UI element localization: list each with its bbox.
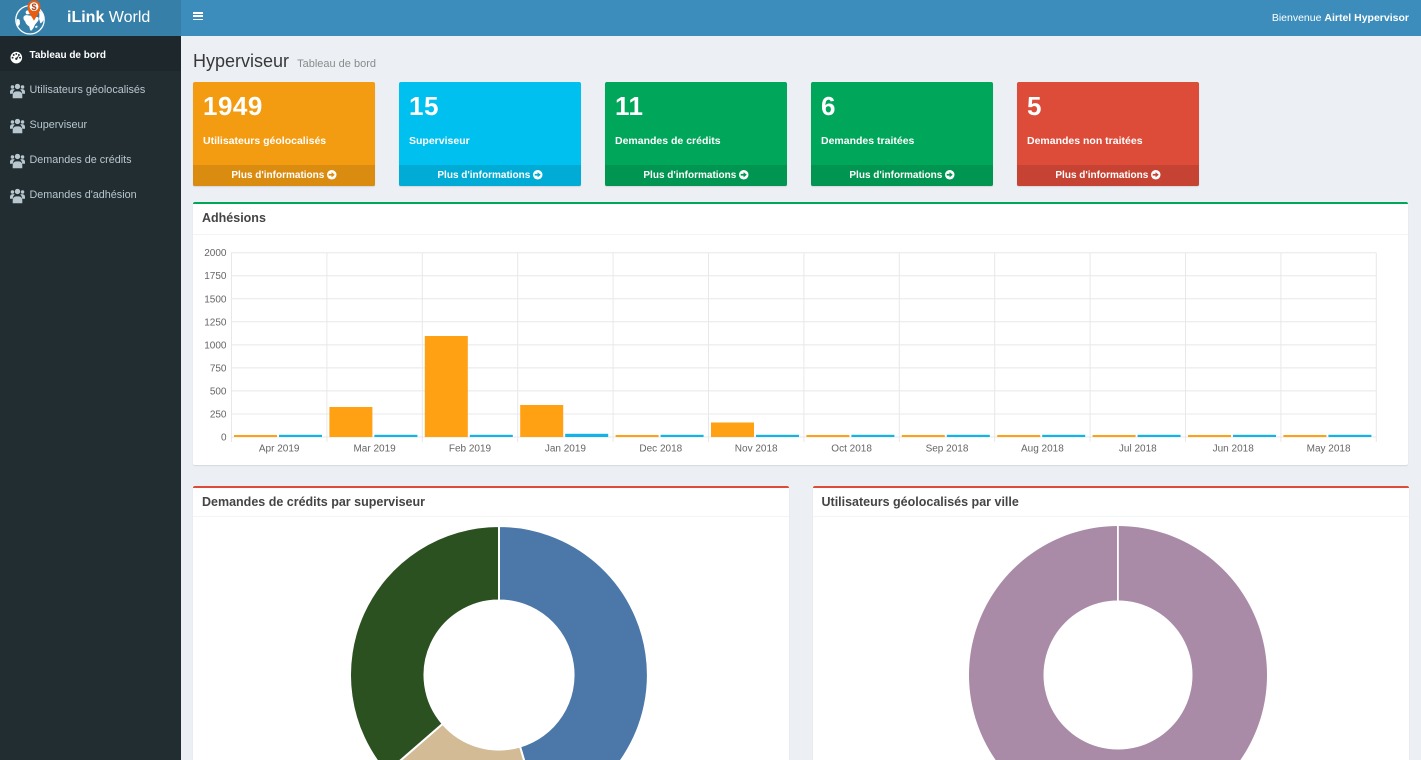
svg-text:Sep 2018: Sep 2018 xyxy=(926,444,969,455)
svg-text:Jul 2018: Jul 2018 xyxy=(1119,444,1157,455)
svg-text:Dec 2018: Dec 2018 xyxy=(639,444,682,455)
svg-text:500: 500 xyxy=(210,386,227,397)
svg-text:Oct 2018: Oct 2018 xyxy=(831,444,872,455)
svg-text:$: $ xyxy=(31,2,36,12)
svg-text:Feb 2019: Feb 2019 xyxy=(449,444,492,455)
svg-text:Mar 2019: Mar 2019 xyxy=(353,444,396,455)
svg-text:1750: 1750 xyxy=(204,271,227,282)
svg-text:1500: 1500 xyxy=(204,294,227,305)
svg-text:Jan 2019: Jan 2019 xyxy=(545,444,587,455)
svg-text:1000: 1000 xyxy=(204,340,227,351)
svg-text:0: 0 xyxy=(221,433,227,444)
svg-text:1250: 1250 xyxy=(204,317,227,328)
svg-text:2000: 2000 xyxy=(204,248,227,259)
svg-text:May 2018: May 2018 xyxy=(1307,444,1351,455)
svg-text:750: 750 xyxy=(210,363,227,374)
svg-text:250: 250 xyxy=(210,409,227,420)
svg-text:Jun 2018: Jun 2018 xyxy=(1213,444,1255,455)
svg-text:Nov 2018: Nov 2018 xyxy=(735,444,778,455)
svg-text:Apr 2019: Apr 2019 xyxy=(259,444,300,455)
svg-text:Aug 2018: Aug 2018 xyxy=(1021,444,1064,455)
